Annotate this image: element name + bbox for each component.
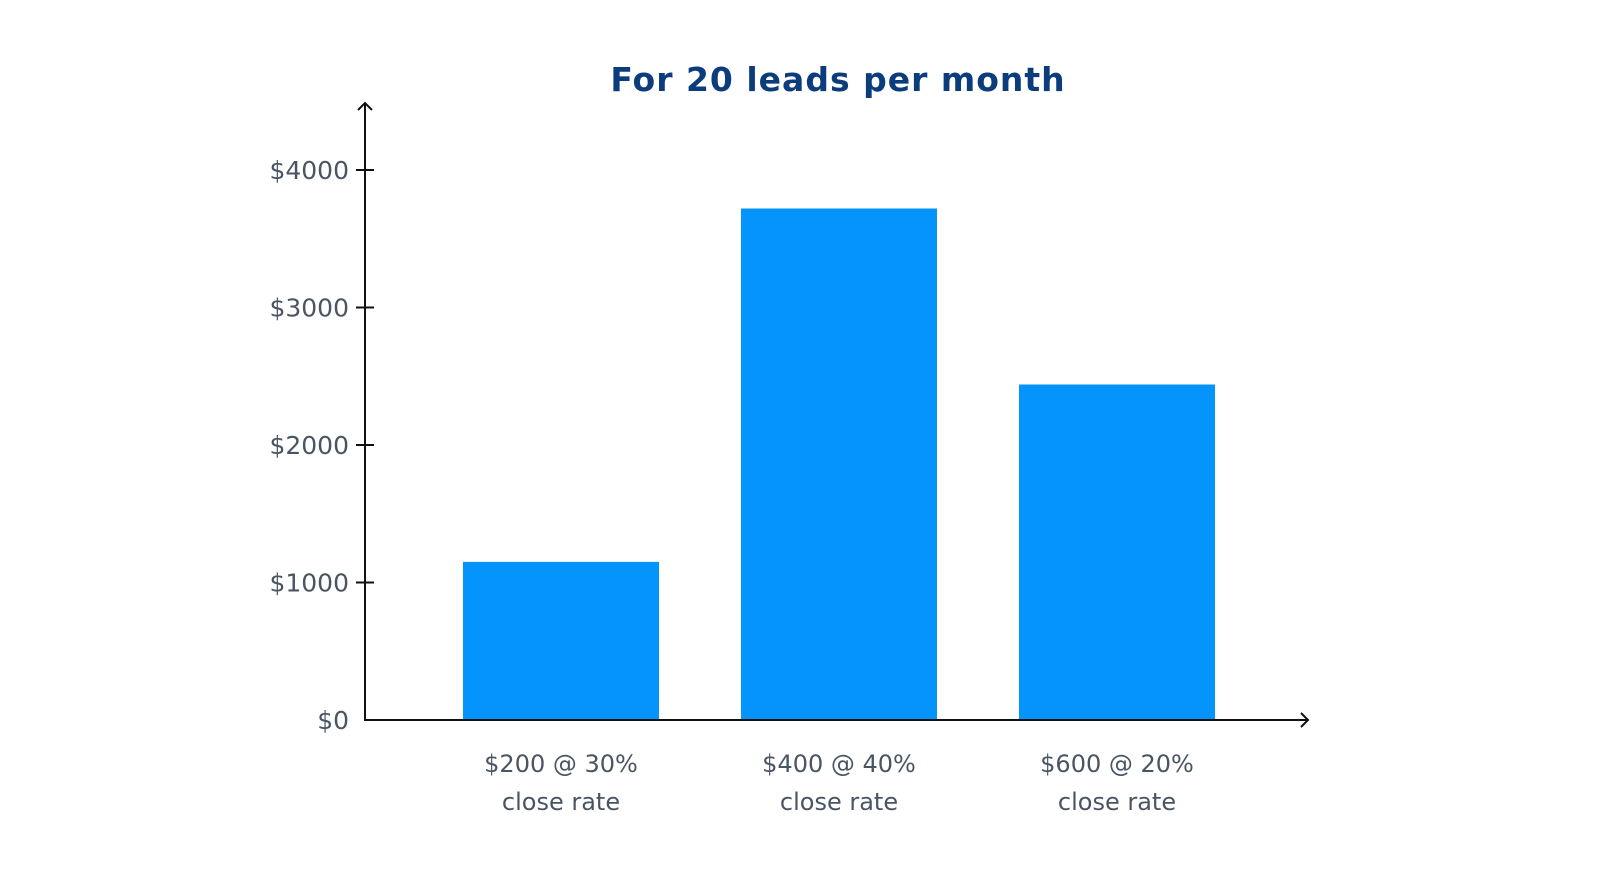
x-category-label-line1: $400 @ 40% xyxy=(762,750,916,778)
x-category-label-line2: close rate xyxy=(1058,788,1176,816)
x-category-label-line2: close rate xyxy=(780,788,898,816)
x-axis-arrowhead xyxy=(1300,712,1310,728)
bars xyxy=(463,208,1215,720)
y-axis-arrowhead xyxy=(357,101,373,111)
y-tick-label: $2000 xyxy=(269,431,349,460)
bar xyxy=(741,208,937,720)
bar xyxy=(463,561,659,720)
x-axis-labels: $200 @ 30% close rate $400 @ 40% close rate… xyxy=(484,750,1194,816)
y-tick-label: $0 xyxy=(317,706,349,735)
x-category-label: $200 @ 30% close rate xyxy=(484,750,638,816)
x-category-label: $600 @ 20% close rate xyxy=(1040,750,1194,816)
x-category-label: $400 @ 40% close rate xyxy=(762,750,916,816)
y-tick-label: $4000 xyxy=(269,156,349,185)
axes xyxy=(357,101,1310,728)
y-axis-ticks: $0 $1000 $2000 $3000 $4000 xyxy=(269,156,374,735)
x-category-label-line1: $600 @ 20% xyxy=(1040,750,1194,778)
y-tick-label: $1000 xyxy=(269,569,349,598)
chart-title: For 20 leads per month xyxy=(610,60,1065,99)
x-category-label-line1: $200 @ 30% xyxy=(484,750,638,778)
y-tick-label: $3000 xyxy=(269,294,349,323)
bar xyxy=(1019,384,1215,720)
x-category-label-line2: close rate xyxy=(502,788,620,816)
